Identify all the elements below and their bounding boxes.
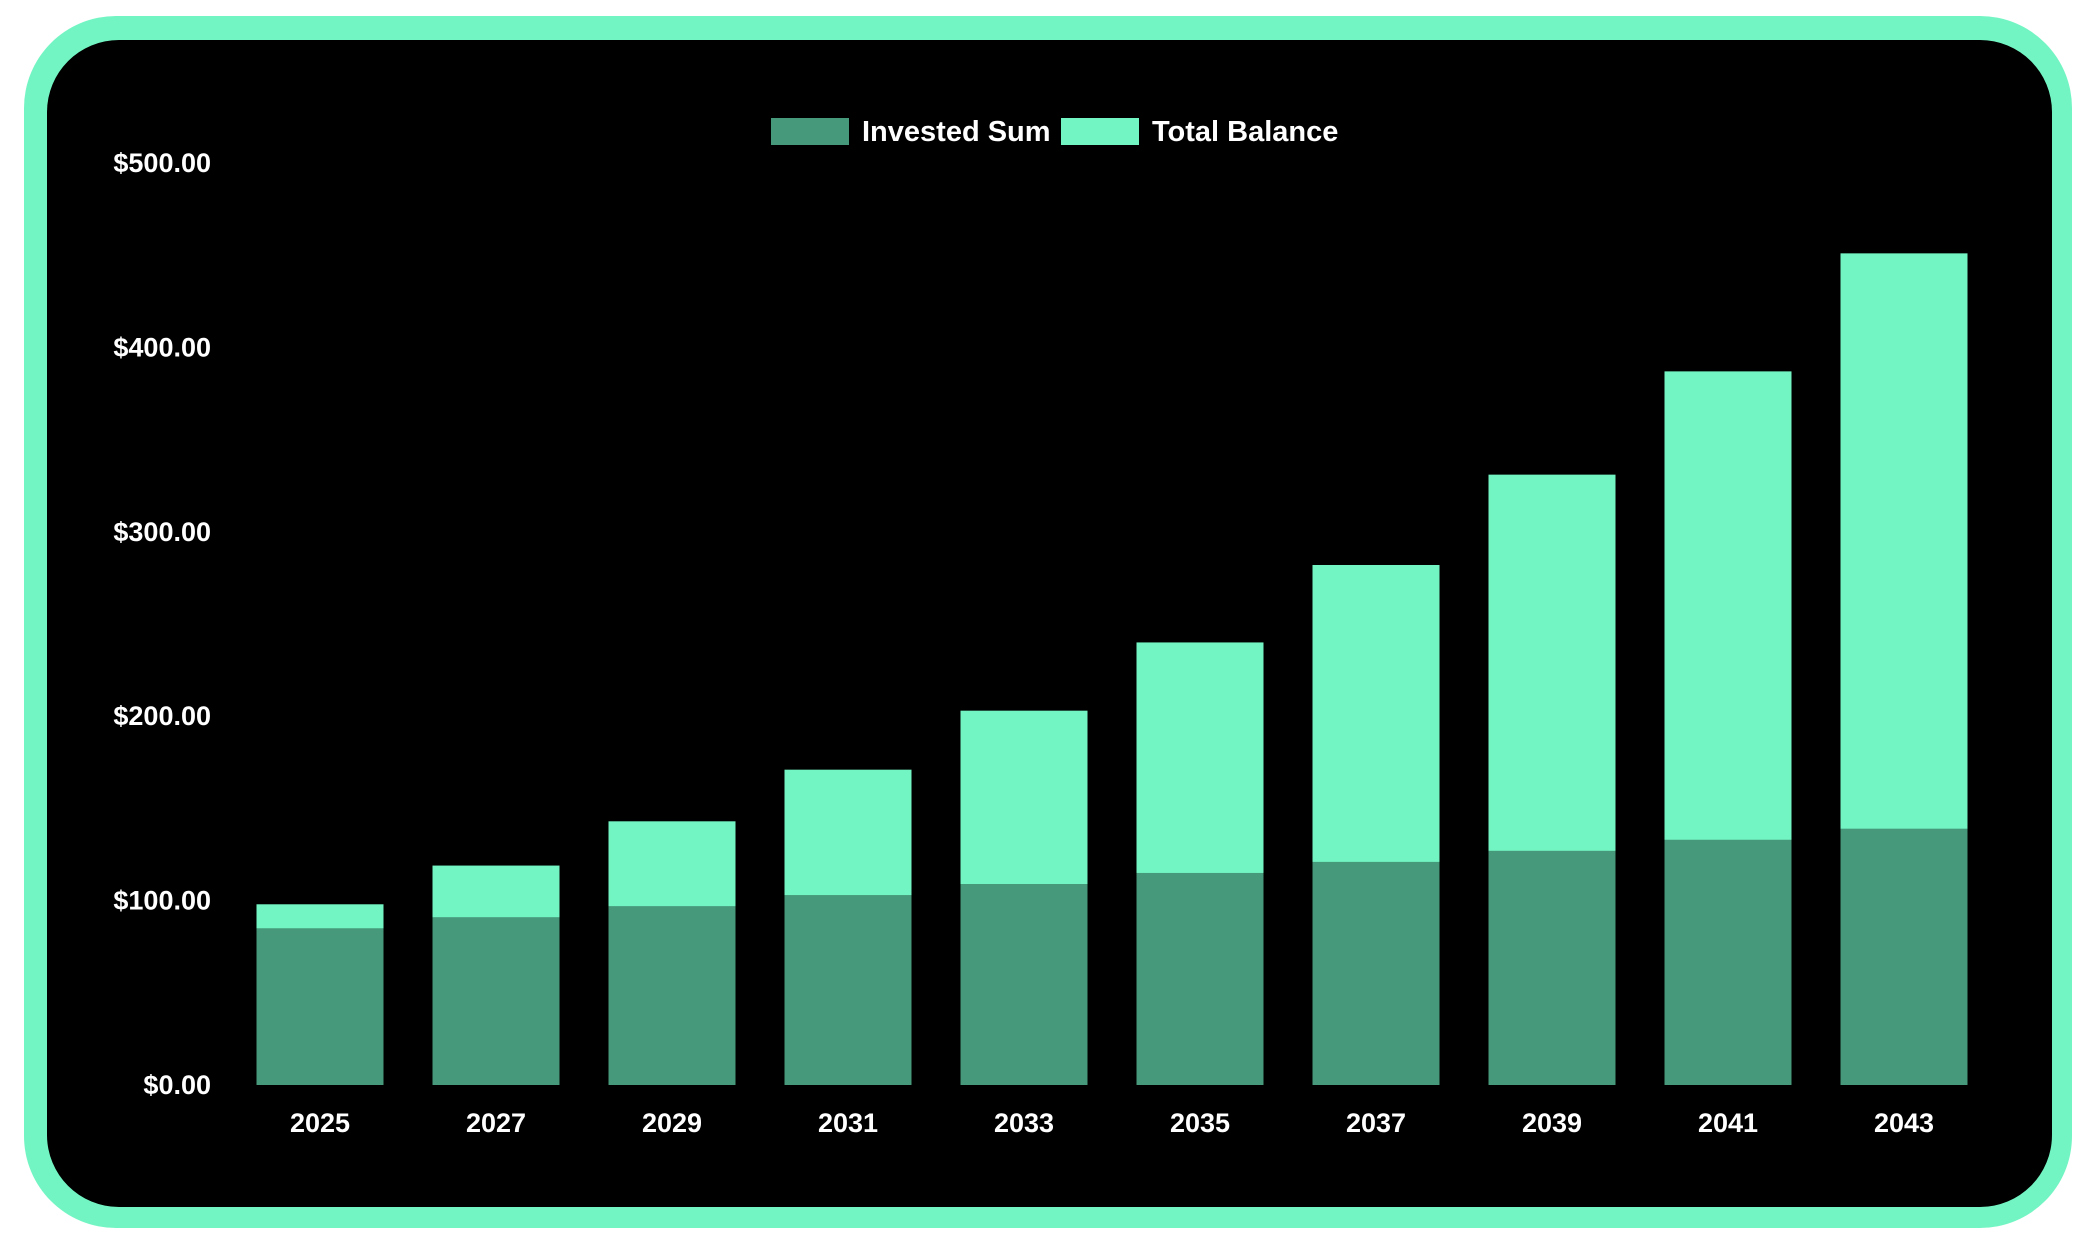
- x-tick-label: 2027: [466, 1108, 526, 1138]
- bar-invested-sum-2027: [432, 917, 560, 1085]
- x-tick-label: 2043: [1874, 1108, 1934, 1138]
- x-tick-label: 2029: [642, 1108, 702, 1138]
- bar-invested-sum-2039: [1488, 850, 1616, 1085]
- bar-series: [256, 253, 1968, 1085]
- legend-label-invested-sum: Invested Sum: [862, 116, 1051, 148]
- bar-invested-sum-2043: [1840, 828, 1968, 1085]
- y-axis: $0.00 $100.00 $200.00 $300.00 $400.00 $500.00: [113, 148, 211, 1100]
- legend-swatch-invested-sum: [771, 118, 849, 145]
- y-tick-label: $500.00: [113, 148, 211, 178]
- bar-invested-sum-2035: [1136, 872, 1264, 1085]
- y-tick-label: $400.00: [113, 332, 211, 362]
- y-tick-label: $300.00: [113, 517, 211, 547]
- x-tick-label: 2031: [818, 1108, 878, 1138]
- bar-invested-sum-2025: [256, 928, 384, 1085]
- bar-invested-sum-2037: [1312, 861, 1440, 1085]
- y-tick-label: $100.00: [113, 886, 211, 916]
- x-tick-label: 2039: [1522, 1108, 1582, 1138]
- chart-legend: Invested Sum Total Balance: [771, 116, 1338, 148]
- bar-invested-sum-2041: [1664, 839, 1792, 1085]
- legend-label-total-balance: Total Balance: [1152, 116, 1338, 148]
- x-tick-label: 2035: [1170, 1108, 1230, 1138]
- x-axis: 2025 2027 2029 2031 2033 2035 2037 2039 2041 2043: [290, 1108, 1934, 1138]
- x-tick-label: 2025: [290, 1108, 350, 1138]
- x-tick-label: 2041: [1698, 1108, 1758, 1138]
- bar-invested-sum-2029: [608, 906, 736, 1085]
- legend-swatch-total-balance: [1061, 118, 1139, 145]
- y-tick-label: $0.00: [143, 1070, 211, 1100]
- bar-invested-sum-2033: [960, 884, 1088, 1085]
- x-tick-label: 2033: [994, 1108, 1054, 1138]
- bar-invested-sum-2031: [784, 895, 912, 1085]
- x-tick-label: 2037: [1346, 1108, 1406, 1138]
- y-tick-label: $200.00: [113, 701, 211, 731]
